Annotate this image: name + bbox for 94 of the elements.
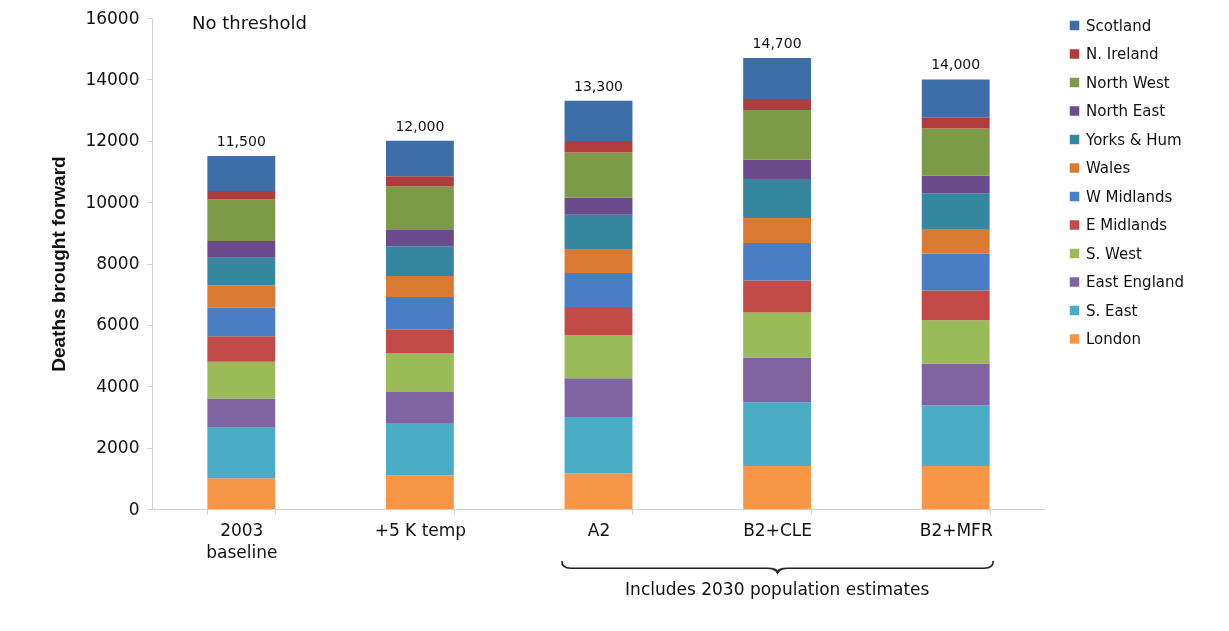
y-tick-label: 4000 bbox=[96, 375, 140, 396]
legend-label: W Midlands bbox=[1086, 187, 1173, 206]
bar bbox=[385, 186, 454, 230]
total-label: 13,300 bbox=[574, 77, 623, 94]
legend-label: Scotland bbox=[1086, 16, 1152, 35]
total-label: 12,000 bbox=[395, 117, 445, 134]
bar bbox=[743, 57, 812, 100]
bar bbox=[921, 466, 990, 509]
y-tick-label: 16000 bbox=[85, 7, 140, 28]
bar bbox=[385, 423, 454, 476]
bar bbox=[385, 276, 454, 297]
bar bbox=[564, 152, 633, 198]
legend-label: N. Ireland bbox=[1086, 45, 1159, 63]
bar bbox=[743, 312, 812, 358]
total-label: 14,700 bbox=[752, 34, 802, 51]
bar bbox=[207, 257, 276, 286]
bar bbox=[743, 110, 812, 160]
legend-label: North East bbox=[1086, 102, 1166, 120]
total-label: 14,000 bbox=[931, 56, 981, 73]
bar bbox=[207, 427, 276, 479]
bar bbox=[921, 193, 990, 230]
bar bbox=[921, 290, 990, 321]
y-tick-label: 6000 bbox=[96, 314, 140, 335]
bar bbox=[207, 398, 276, 428]
bar bbox=[743, 242, 812, 281]
legend-label: East England bbox=[1086, 273, 1185, 291]
text: Includes 2030 population estimates bbox=[625, 579, 930, 599]
bar bbox=[564, 307, 633, 336]
bar bbox=[564, 473, 633, 509]
x-tick-label: A2 bbox=[587, 519, 611, 540]
bar bbox=[921, 128, 990, 176]
bar bbox=[385, 246, 454, 277]
x-tick-label: B2+MFR bbox=[919, 519, 993, 540]
bar bbox=[921, 363, 990, 406]
bar bbox=[385, 329, 454, 354]
bar bbox=[921, 320, 990, 364]
bar bbox=[564, 214, 633, 250]
bar bbox=[385, 296, 454, 330]
bar bbox=[564, 378, 633, 417]
bar bbox=[921, 117, 990, 129]
bar bbox=[743, 357, 812, 403]
bar bbox=[921, 229, 990, 254]
x-tick-label: B2+CLE bbox=[743, 519, 813, 540]
bar bbox=[207, 191, 276, 200]
bar bbox=[207, 156, 276, 192]
bar bbox=[207, 361, 276, 399]
bar bbox=[385, 176, 454, 187]
bar bbox=[921, 79, 990, 118]
bar bbox=[385, 140, 454, 177]
x-tick-label: +5 K temp bbox=[374, 519, 467, 540]
y-tick-label: 10000 bbox=[85, 191, 140, 212]
bar bbox=[921, 405, 990, 467]
bar bbox=[207, 199, 276, 242]
bar bbox=[385, 392, 454, 424]
y-axis-title: Deaths brought forward bbox=[48, 156, 70, 372]
y-tick-label: 14000 bbox=[85, 68, 140, 89]
bar bbox=[921, 253, 990, 291]
y-tick-label: 0 bbox=[128, 498, 140, 519]
legend-label: London bbox=[1086, 330, 1141, 348]
bar bbox=[564, 335, 633, 379]
y-tick-label: 8000 bbox=[96, 253, 140, 273]
bar bbox=[564, 141, 633, 153]
bar bbox=[564, 273, 633, 308]
bar bbox=[564, 100, 633, 142]
legend-label: S. West bbox=[1086, 244, 1143, 263]
legend-label: North West bbox=[1086, 73, 1170, 92]
y-tick-label: 2000 bbox=[96, 437, 140, 458]
legend-label: S. East bbox=[1086, 301, 1138, 320]
bar bbox=[743, 466, 812, 509]
bar bbox=[921, 175, 990, 194]
y-tick-label: 12000 bbox=[85, 130, 140, 151]
bar bbox=[564, 197, 633, 215]
bar bbox=[743, 280, 812, 313]
bar bbox=[743, 159, 812, 180]
bar bbox=[743, 179, 812, 219]
bar bbox=[385, 229, 454, 247]
bar bbox=[385, 353, 454, 393]
bar bbox=[743, 99, 812, 111]
bar bbox=[207, 336, 276, 362]
legend-label: Yorks & Hum bbox=[1085, 130, 1182, 149]
bar bbox=[564, 416, 633, 474]
legend-label: Wales bbox=[1086, 159, 1131, 177]
total-label: 11,500 bbox=[216, 133, 266, 150]
legend-label: E Midlands bbox=[1086, 216, 1168, 234]
x-tick-label: 2003 baseline bbox=[206, 519, 278, 562]
bar bbox=[207, 307, 276, 337]
bar bbox=[207, 285, 276, 308]
bar bbox=[207, 241, 276, 258]
bar bbox=[564, 249, 633, 274]
bar bbox=[385, 475, 454, 509]
bar bbox=[743, 218, 812, 243]
bar bbox=[743, 402, 812, 467]
bar bbox=[207, 478, 276, 509]
annotation: No threshold bbox=[192, 12, 307, 33]
